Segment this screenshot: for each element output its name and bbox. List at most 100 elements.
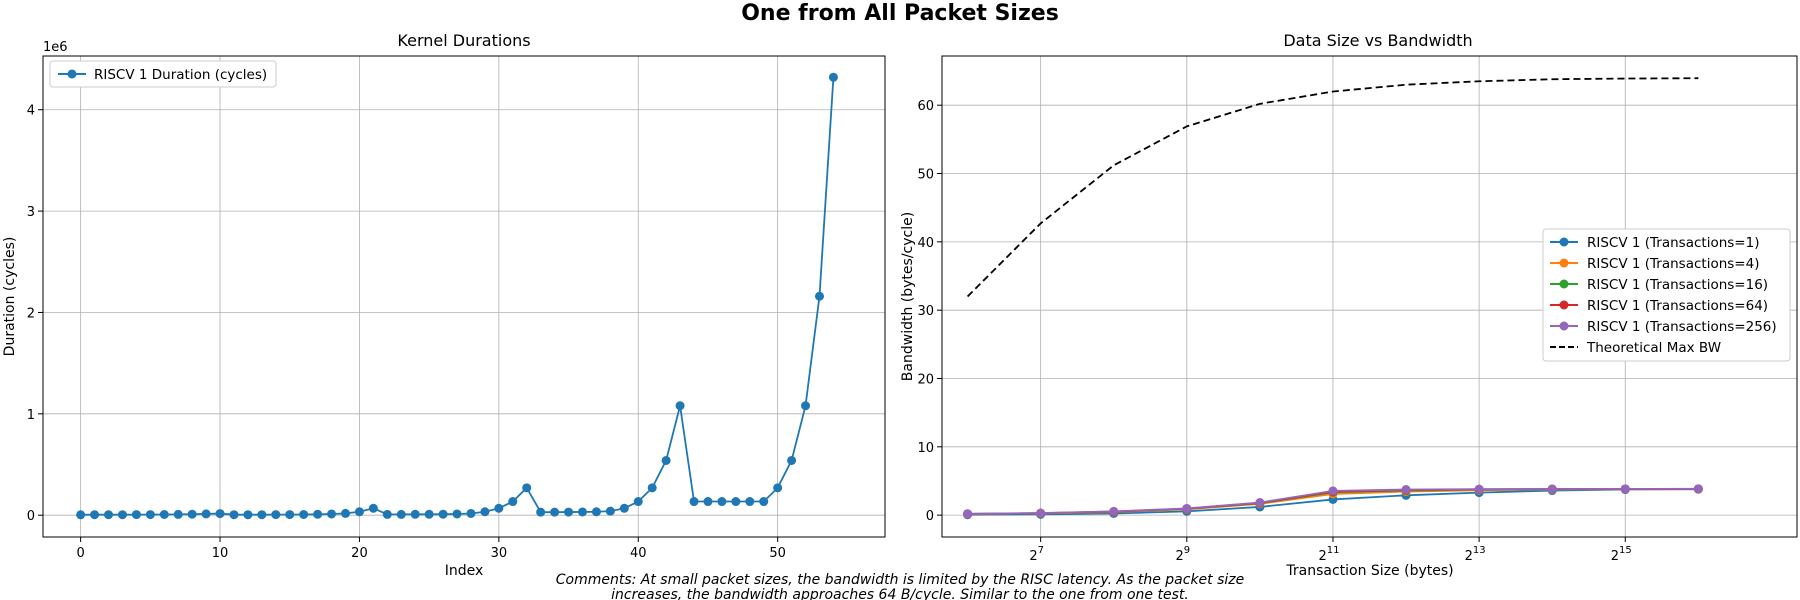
right-ytick-label: 60 [917, 99, 934, 114]
duration-point [313, 509, 323, 519]
duration-point [494, 503, 504, 513]
duration-point [550, 507, 560, 517]
duration-point [759, 497, 769, 507]
duration-point [633, 497, 643, 507]
right-legend-marker-4 [1559, 300, 1569, 310]
left-legend-label: RISCV 1 Duration (cycles) [94, 67, 267, 83]
duration-point [717, 497, 727, 507]
duration-point [173, 509, 183, 519]
left-ytick-label: 2 [27, 306, 35, 321]
duration-point [438, 509, 448, 519]
right-legend-marker-2 [1559, 258, 1569, 268]
duration-point [703, 497, 713, 507]
duration-line [80, 77, 835, 516]
right-ytick-label: 10 [917, 441, 934, 456]
duration-point [285, 510, 295, 520]
duration-point [76, 510, 86, 520]
left-legend-marker [67, 69, 77, 79]
left-gridlines [43, 56, 885, 537]
duration-point [187, 509, 197, 519]
bandwidth-point-5 [963, 509, 973, 519]
duration-point [661, 455, 671, 465]
left-xtick-label: 0 [76, 546, 84, 561]
duration-point [354, 507, 364, 517]
comment-line-2: increases, the bandwidth approaches 64 B… [611, 587, 1189, 600]
duration-point [508, 497, 518, 507]
bandwidth-point-5 [1401, 485, 1411, 495]
figure-title: One from All Packet Sizes [741, 1, 1059, 26]
bandwidth-point-5 [1547, 484, 1557, 494]
right-plot-frame [941, 55, 1798, 538]
duration-point [90, 510, 100, 520]
duration-point [801, 401, 811, 411]
right-chart-title: Data Size vs Bandwidth [1283, 31, 1472, 50]
duration-point [773, 483, 783, 493]
duration-point [396, 509, 406, 519]
duration-point [341, 508, 351, 518]
right-legend-label-3: RISCV 1 (Transactions=16) [1587, 277, 1768, 293]
right-axis-ticks: 27 29 211 213 215 0 10 20 30 40 50 60 [917, 99, 1631, 564]
right-xtick-exponent: 9 [1184, 545, 1190, 556]
right-xtick-label: 215 [1611, 545, 1632, 564]
left-xtick-label: 10 [212, 546, 229, 561]
right-legend-entry-4: RISCV 1 (Transactions=64) [1550, 298, 1768, 314]
right-xaxis-label: Transaction Size (bytes) [1285, 563, 1453, 579]
left-ytick-label: 1 [27, 408, 35, 423]
right-xtick-label: 29 [1175, 545, 1190, 564]
right-ytick-label: 50 [917, 168, 934, 183]
left-xtick-label: 30 [491, 546, 508, 561]
duration-point [689, 497, 699, 507]
duration-point [745, 497, 755, 507]
left-ytick-label: 3 [27, 205, 35, 220]
duration-point [814, 291, 824, 301]
right-chart: Data Size vs Bandwidth 27 29 211 213 2150102… [900, 31, 1798, 579]
right-legend-marker-5 [1559, 321, 1569, 331]
left-ytick-label: 4 [27, 104, 35, 119]
duration-point [731, 497, 741, 507]
left-offset-label: 1e6 [43, 40, 68, 55]
right-legend-box [1542, 228, 1791, 362]
duration-point [145, 510, 155, 520]
right-xtick-exponent: 15 [1619, 545, 1632, 556]
left-xaxis-label: Index [445, 563, 484, 579]
duration-point [215, 509, 225, 519]
right-ytick-label: 20 [917, 372, 934, 387]
duration-point [243, 510, 253, 520]
bandwidth-point-5 [1693, 484, 1703, 494]
comment-block: Comments: At small packet sizes, the ban… [556, 572, 1245, 600]
duration-point [605, 506, 615, 516]
left-xtick-label: 20 [351, 546, 368, 561]
duration-point [131, 510, 141, 520]
duration-point [787, 455, 797, 465]
right-xtick-exponent: 11 [1327, 545, 1340, 556]
left-chart: Kernel Durations 0 10 20 30 40 50 0 1 2 3 4 1e6 In… [2, 31, 886, 579]
duration-point [299, 509, 309, 519]
left-yaxis-label: Duration (cycles) [2, 237, 18, 357]
duration-point [410, 509, 420, 519]
bandwidth-point-5 [1036, 508, 1046, 518]
right-yaxis-label: Bandwidth (bytes/cycle) [900, 212, 916, 381]
right-legend-entry-1: RISCV 1 (Transactions=1) [1550, 235, 1759, 251]
right-legend-entry-6: Theoretical Max BW [1550, 340, 1721, 356]
right-legend-entry-2: RISCV 1 (Transactions=4) [1550, 256, 1759, 272]
right-legend-label-2: RISCV 1 (Transactions=4) [1587, 256, 1759, 272]
left-ytick-label: 0 [27, 509, 35, 524]
right-legend-entry-5: RISCV 1 (Transactions=256) [1550, 319, 1777, 335]
left-xtick-label: 40 [630, 546, 647, 561]
right-xtick-exponent: 7 [1038, 545, 1044, 556]
duration-point [104, 510, 114, 520]
bandwidth-point-5 [1255, 497, 1265, 507]
duration-point [382, 509, 392, 519]
left-plot-frame [42, 55, 886, 538]
right-xtick-exponent: 13 [1473, 545, 1486, 556]
duration-point [271, 510, 281, 520]
left-legend-box [49, 60, 277, 88]
right-series-group [963, 77, 1703, 520]
right-legend-label-1: RISCV 1 (Transactions=1) [1587, 235, 1759, 251]
duration-point [577, 507, 587, 517]
duration-point [480, 507, 490, 517]
duration-point [647, 483, 657, 493]
right-legend-label-4: RISCV 1 (Transactions=64) [1587, 298, 1768, 314]
right-ytick-label: 0 [926, 509, 934, 524]
